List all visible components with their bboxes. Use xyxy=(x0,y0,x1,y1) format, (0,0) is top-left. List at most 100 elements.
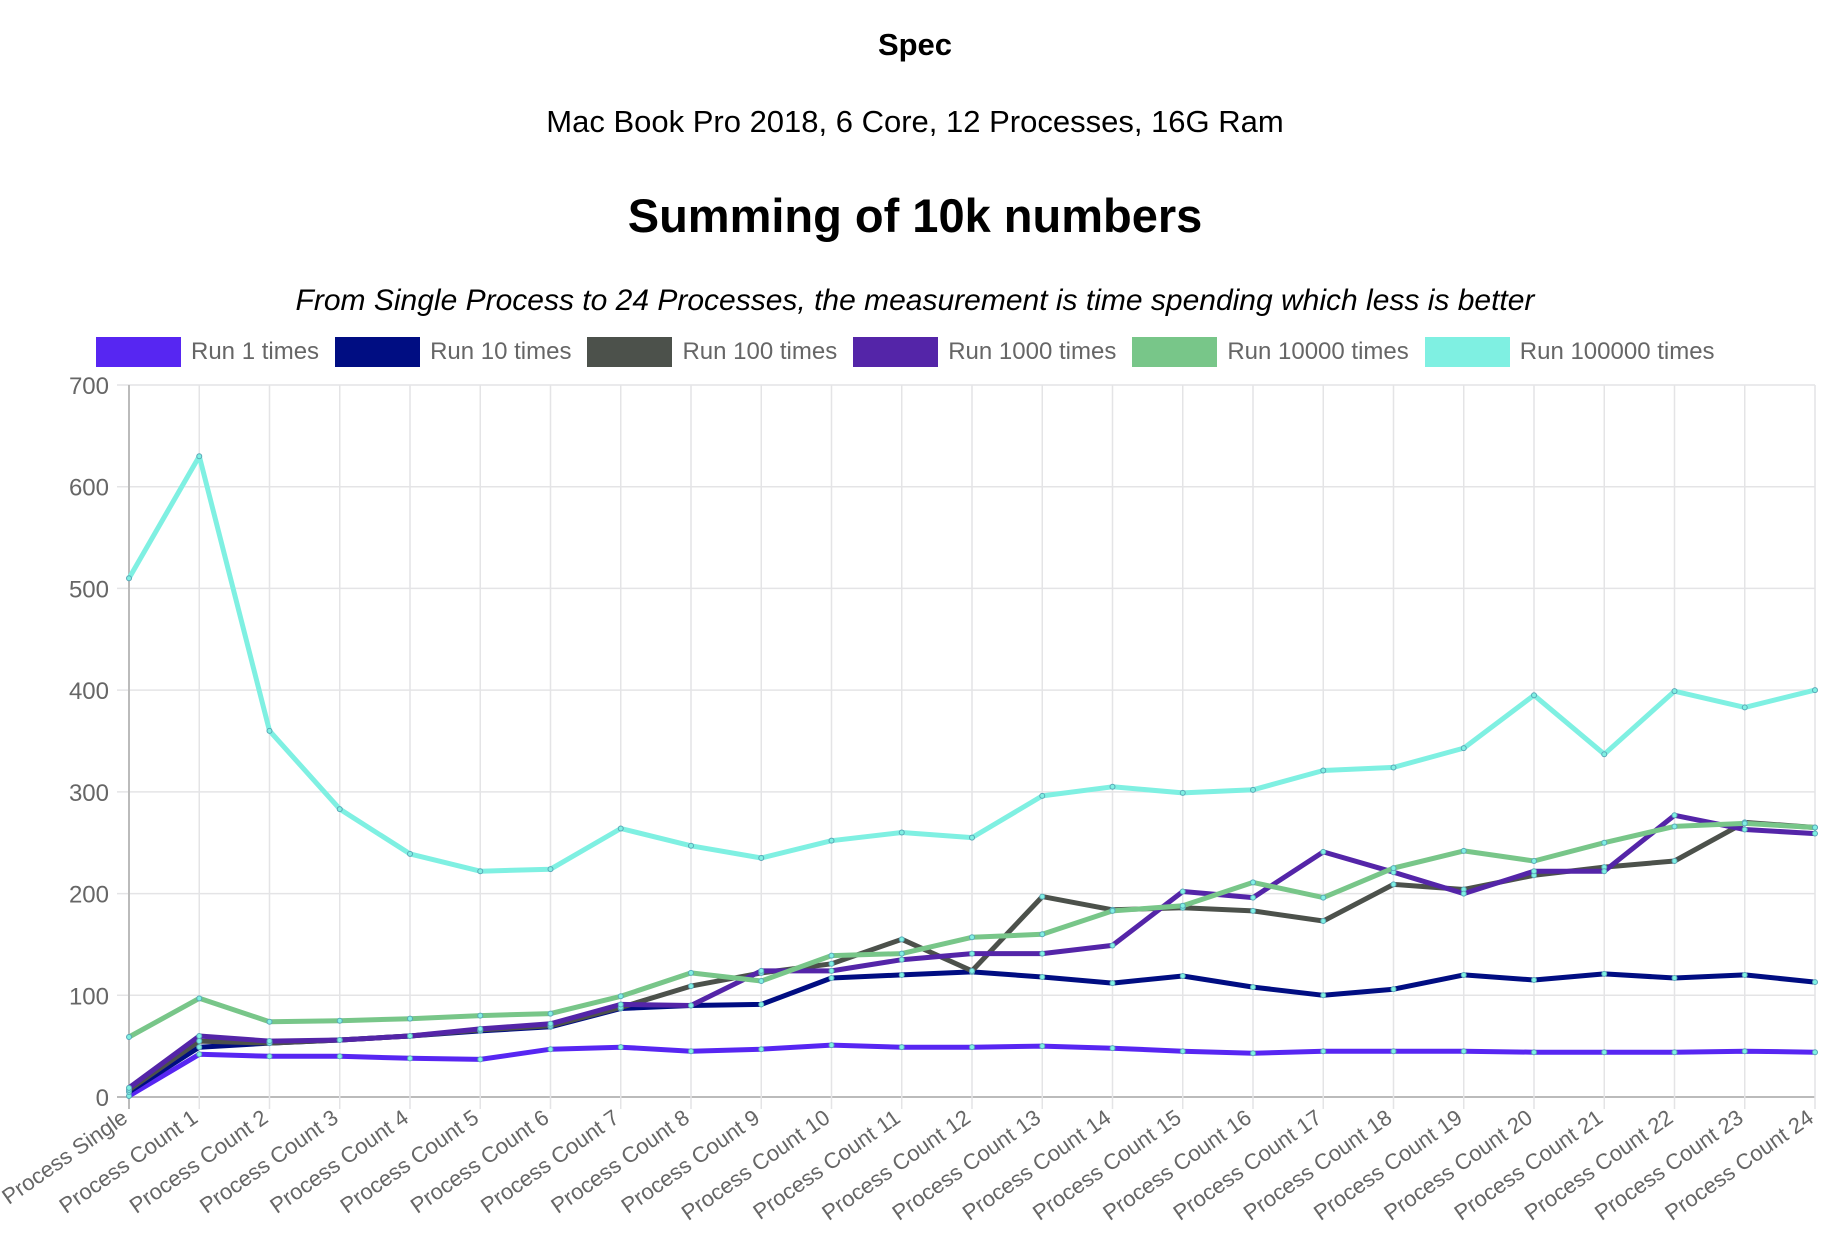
data-point[interactable] xyxy=(266,1053,273,1060)
data-point[interactable] xyxy=(126,1033,132,1040)
data-point[interactable] xyxy=(1741,820,1748,827)
data-point[interactable] xyxy=(1460,971,1467,978)
data-point[interactable] xyxy=(828,837,835,844)
data-point[interactable] xyxy=(617,993,624,1000)
data-point[interactable] xyxy=(547,866,554,873)
data-point[interactable] xyxy=(1250,984,1256,991)
data-point[interactable] xyxy=(1601,970,1608,977)
data-point[interactable] xyxy=(898,1044,905,1051)
data-point[interactable] xyxy=(969,950,975,957)
data-point[interactable] xyxy=(1320,918,1327,925)
data-point[interactable] xyxy=(898,829,905,836)
data-point[interactable] xyxy=(1812,979,1818,986)
data-point[interactable] xyxy=(1179,1048,1186,1055)
data-point[interactable] xyxy=(1250,894,1256,901)
data-point[interactable] xyxy=(1039,792,1046,799)
data-point[interactable] xyxy=(126,575,132,582)
data-point[interactable] xyxy=(547,1020,554,1027)
data-point[interactable] xyxy=(1460,745,1467,752)
data-point[interactable] xyxy=(1460,1048,1467,1055)
data-point[interactable] xyxy=(1671,858,1678,865)
data-point[interactable] xyxy=(1109,783,1116,790)
data-point[interactable] xyxy=(1039,1043,1046,1050)
data-point[interactable] xyxy=(1671,1049,1678,1056)
data-point[interactable] xyxy=(898,950,905,957)
data-point[interactable] xyxy=(1812,687,1818,694)
data-point[interactable] xyxy=(1109,1045,1116,1052)
data-point[interactable] xyxy=(828,967,835,974)
data-point[interactable] xyxy=(1671,974,1678,981)
data-point[interactable] xyxy=(1460,847,1467,854)
data-point[interactable] xyxy=(688,1048,694,1055)
data-point[interactable] xyxy=(407,1032,413,1039)
data-point[interactable] xyxy=(547,1010,554,1017)
legend-item-run-1000[interactable]: Run 1000 times xyxy=(853,337,1116,367)
data-point[interactable] xyxy=(196,453,203,460)
data-point[interactable] xyxy=(758,854,765,861)
data-point[interactable] xyxy=(1179,902,1186,909)
data-point[interactable] xyxy=(1531,868,1537,875)
data-point[interactable] xyxy=(547,1046,554,1053)
data-point[interactable] xyxy=(1390,865,1397,872)
data-point[interactable] xyxy=(1671,823,1678,830)
data-point[interactable] xyxy=(1250,1050,1256,1057)
data-point[interactable] xyxy=(1250,907,1256,914)
data-point[interactable] xyxy=(828,952,835,959)
data-point[interactable] xyxy=(828,1042,835,1049)
data-point[interactable] xyxy=(688,969,694,976)
data-point[interactable] xyxy=(758,1046,765,1053)
data-point[interactable] xyxy=(828,960,835,967)
data-point[interactable] xyxy=(1039,973,1046,980)
data-point[interactable] xyxy=(477,868,484,875)
data-point[interactable] xyxy=(1671,688,1678,695)
data-point[interactable] xyxy=(969,1044,975,1051)
data-point[interactable] xyxy=(1741,826,1748,833)
data-point[interactable] xyxy=(336,1037,343,1044)
data-point[interactable] xyxy=(1320,1048,1327,1055)
data-point[interactable] xyxy=(758,978,765,985)
data-point[interactable] xyxy=(1460,890,1467,897)
data-point[interactable] xyxy=(898,936,905,943)
data-point[interactable] xyxy=(1741,1048,1748,1055)
legend-item-run-10[interactable]: Run 10 times xyxy=(335,337,571,367)
data-point[interactable] xyxy=(1601,839,1608,846)
data-point[interactable] xyxy=(407,850,413,857)
data-point[interactable] xyxy=(336,1053,343,1060)
data-point[interactable] xyxy=(1039,931,1046,938)
data-point[interactable] xyxy=(1109,942,1116,949)
data-point[interactable] xyxy=(266,727,273,734)
data-point[interactable] xyxy=(1179,888,1186,895)
data-point[interactable] xyxy=(1109,980,1116,987)
data-point[interactable] xyxy=(196,1038,203,1045)
data-point[interactable] xyxy=(1320,992,1327,999)
data-point[interactable] xyxy=(1390,1048,1397,1055)
data-point[interactable] xyxy=(336,806,343,813)
data-point[interactable] xyxy=(898,971,905,978)
data-point[interactable] xyxy=(1531,1049,1537,1056)
legend-item-run-100[interactable]: Run 100 times xyxy=(587,337,837,367)
data-point[interactable] xyxy=(196,1051,203,1058)
data-point[interactable] xyxy=(969,967,975,974)
data-point[interactable] xyxy=(407,1015,413,1022)
data-point[interactable] xyxy=(477,1056,484,1063)
data-point[interactable] xyxy=(1601,751,1608,758)
data-point[interactable] xyxy=(969,934,975,941)
data-point[interactable] xyxy=(617,825,624,832)
data-point[interactable] xyxy=(1390,881,1397,888)
data-point[interactable] xyxy=(1601,1049,1608,1056)
data-point[interactable] xyxy=(758,967,765,974)
data-point[interactable] xyxy=(1039,950,1046,957)
legend-item-run-100000[interactable]: Run 100000 times xyxy=(1424,337,1715,367)
data-point[interactable] xyxy=(1250,879,1256,886)
legend-item-run-10000[interactable]: Run 10000 times xyxy=(1132,337,1409,367)
data-point[interactable] xyxy=(828,974,835,981)
data-point[interactable] xyxy=(196,995,203,1002)
data-point[interactable] xyxy=(1812,824,1818,831)
data-point[interactable] xyxy=(1601,868,1608,875)
data-point[interactable] xyxy=(266,1038,273,1045)
data-point[interactable] xyxy=(1531,692,1537,699)
data-point[interactable] xyxy=(1320,767,1327,774)
data-point[interactable] xyxy=(196,1044,203,1051)
data-point[interactable] xyxy=(1320,848,1327,855)
data-point[interactable] xyxy=(688,1002,694,1009)
